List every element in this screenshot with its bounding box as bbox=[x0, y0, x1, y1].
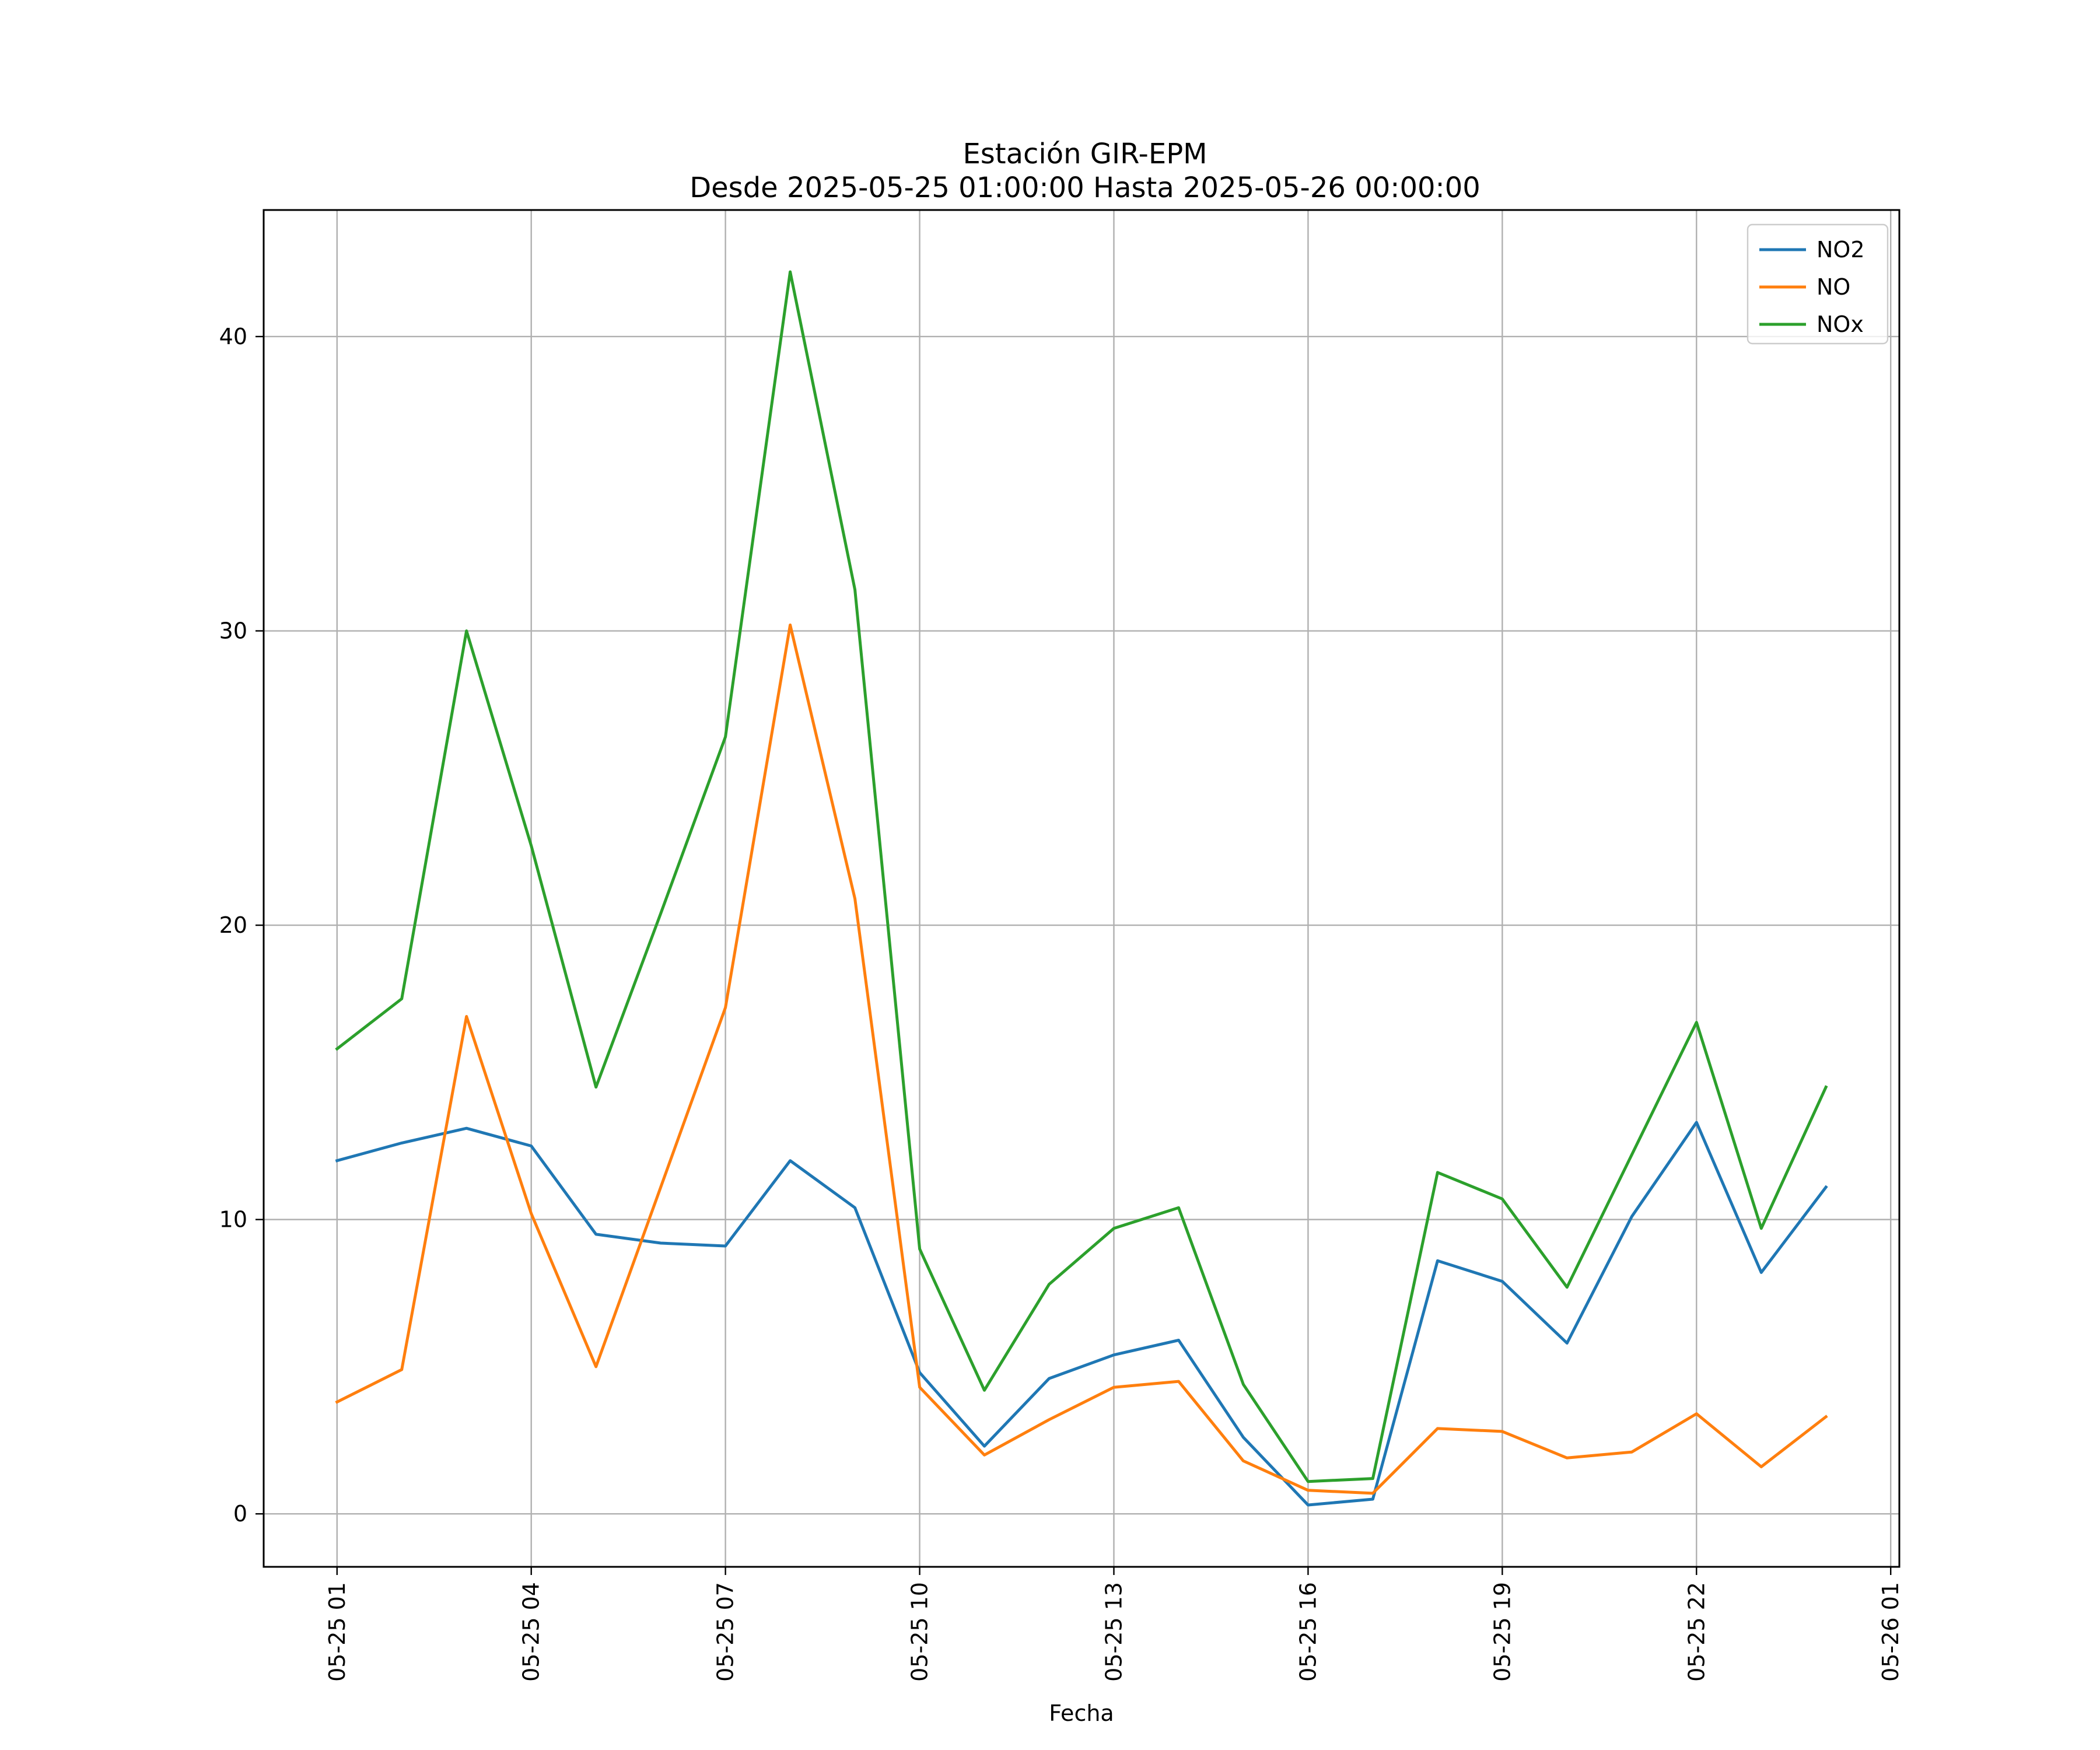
x-tick-label: 05-25 22 bbox=[1684, 1582, 1709, 1682]
x-gridlines bbox=[336, 210, 1892, 1567]
plot-frame bbox=[262, 209, 1901, 1568]
x-tick-label: 05-26 01 bbox=[1878, 1582, 1903, 1682]
y-gridlines bbox=[264, 335, 1899, 1515]
series-line-no2 bbox=[335, 1121, 1828, 1507]
chart-subtitle: Desde 2025-05-25 01:00:00 Hasta 2025-05-… bbox=[690, 172, 1480, 204]
x-tick-label: 05-25 01 bbox=[324, 1582, 350, 1682]
x-tick-label: 05-25 04 bbox=[519, 1582, 544, 1682]
y-axis-ticks: 0 10 20 30 40 bbox=[219, 324, 264, 1527]
plot-area bbox=[264, 210, 1899, 1567]
x-tick-label: 05-25 07 bbox=[713, 1582, 738, 1682]
legend: NO2 NO NOx bbox=[1746, 223, 1889, 345]
y-tick-label: 30 bbox=[219, 618, 247, 644]
y-tick-label: 10 bbox=[219, 1207, 247, 1233]
legend-label-nox: NOx bbox=[1817, 312, 1864, 337]
legend-label-no2: NO2 bbox=[1817, 237, 1865, 262]
series-line-no bbox=[335, 623, 1828, 1495]
x-axis-ticks: 05-25 01 05-25 04 05-25 07 05-25 10 05-25 13… bbox=[324, 1567, 1903, 1682]
y-tick-label: 0 bbox=[233, 1501, 247, 1527]
x-axis-label: Fecha bbox=[1049, 1700, 1114, 1726]
series-lines bbox=[335, 270, 1828, 1507]
legend-box bbox=[1746, 223, 1889, 345]
y-tick-label: 20 bbox=[219, 912, 247, 938]
chart-title: Estación GIR-EPM bbox=[963, 138, 1207, 170]
y-tick-label: 40 bbox=[219, 324, 247, 349]
x-tick-label: 05-25 19 bbox=[1489, 1582, 1515, 1682]
x-tick-label: 05-25 13 bbox=[1101, 1582, 1126, 1682]
x-tick-label: 05-25 16 bbox=[1295, 1582, 1321, 1682]
series-line-nox bbox=[335, 270, 1828, 1483]
x-tick-label: 05-25 10 bbox=[907, 1582, 933, 1682]
legend-label-no: NO bbox=[1817, 274, 1850, 300]
